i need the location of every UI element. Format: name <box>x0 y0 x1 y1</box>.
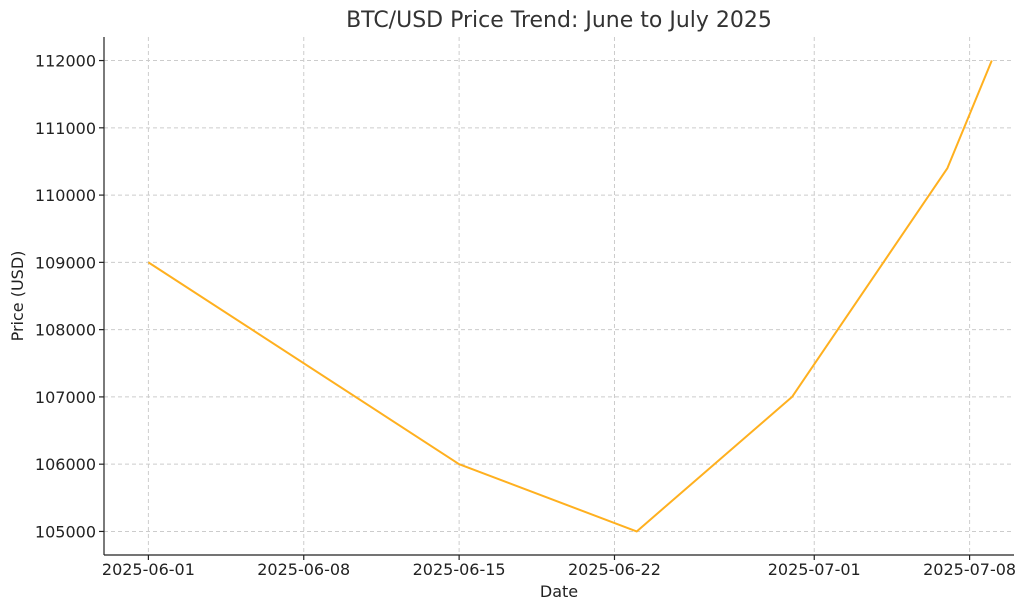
x-tick-label: 2025-06-01 <box>102 560 195 579</box>
y-tick-label: 111000 <box>35 119 96 138</box>
y-tick-label: 112000 <box>35 52 96 71</box>
y-tick-label: 106000 <box>35 455 96 474</box>
y-tick-label: 105000 <box>35 522 96 541</box>
x-tick-label: 2025-07-01 <box>768 560 861 579</box>
ticks: 2025-06-01 2025-06-08 2025-06-15 2025-06-22… <box>35 52 1016 579</box>
series-line <box>147 60 993 533</box>
y-tick-label: 107000 <box>35 388 96 407</box>
x-tick-label: 2025-06-22 <box>568 560 661 579</box>
y-tick-label: 109000 <box>35 253 96 272</box>
x-axis-label: Date <box>540 582 578 601</box>
axes <box>103 37 1014 556</box>
chart-title: BTC/USD Price Trend: June to July 2025 <box>346 8 772 33</box>
y-axis-label: Price (USD) <box>8 251 27 342</box>
x-tick-label: 2025-06-15 <box>413 560 506 579</box>
x-tick-label: 2025-06-08 <box>257 560 350 579</box>
grid-lines <box>104 37 1014 555</box>
x-tick-label: 2025-07-08 <box>923 560 1016 579</box>
series-layer <box>147 60 993 533</box>
y-tick-label: 108000 <box>35 321 96 340</box>
y-tick-label: 110000 <box>35 186 96 205</box>
